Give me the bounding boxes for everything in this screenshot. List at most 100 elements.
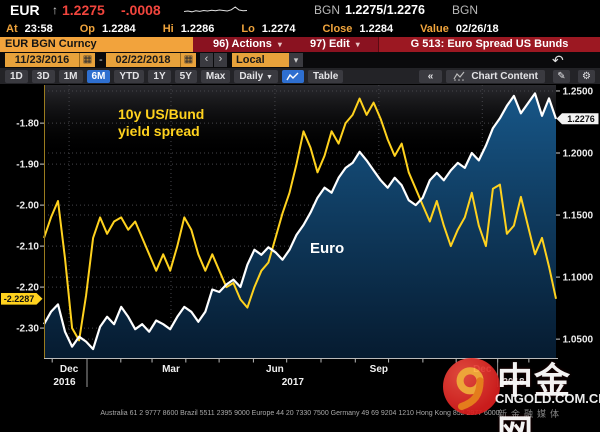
chart-content-button[interactable]: Chart Content [446, 69, 545, 83]
period-tab-1m[interactable]: 1M [58, 69, 83, 83]
price-source-left: BGN [314, 3, 341, 17]
period-tab-max[interactable]: Max [200, 69, 231, 83]
spread-line [43, 97, 557, 342]
right-axis-label: 1.1500 [563, 211, 594, 222]
stat-label: At [6, 23, 18, 35]
spread-last-value: -2.2287 [4, 294, 35, 304]
stat-value: 02/26/18 [455, 23, 499, 35]
period-tab-ytd[interactable]: YTD [114, 69, 145, 83]
collapse-button[interactable]: « [418, 69, 443, 83]
stat-label: Hi [162, 23, 174, 35]
range-bar: 11/23/2016 ▦ - 02/22/2018 ▦ ‹ › Local CC… [0, 52, 600, 80]
actions-menu-button[interactable]: 96) Actions ▾ [213, 38, 282, 50]
euro-last-badge [556, 113, 599, 125]
line-chart-icon [286, 72, 299, 80]
up-arrow-icon: ↑ [52, 3, 58, 17]
security-field[interactable]: EUR BGN Curncy [0, 37, 193, 52]
year-label: 2016 [53, 377, 76, 388]
quote-bar: EUR ↑ 1.2275 -.0008 BGN 1.2275/1.2276 BG… [0, 0, 600, 21]
month-label: Dec [60, 364, 79, 375]
table-button[interactable]: Table [307, 69, 344, 83]
stat-value: 1.2274 [261, 23, 296, 35]
right-axis-label: 1.2000 [563, 149, 594, 160]
menu-bar: EUR BGN Curncy 96) Actions ▾ 97) Edit ▾ G … [0, 37, 600, 52]
right-axis-label: 1.2500 [563, 86, 594, 97]
stat-value: 1.2284 [102, 23, 136, 35]
chart-content-icon [453, 71, 465, 81]
spread-last-badge [1, 293, 43, 305]
stat-label: Value [420, 23, 449, 35]
stat-label: Op [79, 23, 96, 35]
gear-icon: ⚙ [582, 70, 591, 82]
left-axis-label: -2.00 [16, 201, 39, 212]
date-range-separator: - [99, 54, 103, 66]
stat-lo: Lo 1.2274 [241, 23, 295, 35]
actions-caret-icon: ▾ [277, 40, 282, 49]
euro-annotation: Euro [310, 240, 345, 257]
main-chart: -1.80 -1.90 -2.00 -2.10 -2.20 -2.30 1.2500 1.20… [1, 85, 599, 388]
stat-op: Op 1.2284 [80, 23, 136, 35]
year-label: 2018 [502, 377, 525, 388]
frequency-select[interactable]: Daily ▼ [234, 69, 278, 83]
period-tab-1y[interactable]: 1Y [148, 69, 171, 83]
ticker-symbol: EUR [10, 2, 40, 18]
right-axis-label: 1.1000 [563, 273, 594, 284]
left-axis-label: -1.80 [16, 119, 39, 130]
period-tab-5y[interactable]: 5Y [174, 69, 197, 83]
month-label: Sep [370, 364, 388, 375]
chart-toolbar: 1D 3D 1M 6M YTD 1Y 5Y Max Daily ▼ Table « Chart… [0, 68, 600, 84]
chart-type-button[interactable] [281, 69, 304, 83]
chart-function-title: G 513: Euro Spread US Bunds [378, 37, 600, 52]
end-calendar-icon[interactable]: ▦ [180, 53, 196, 67]
currency-select[interactable]: Local CCY [232, 53, 289, 80]
period-tab-3d[interactable]: 3D [31, 69, 55, 83]
left-axis-label: -2.10 [16, 242, 39, 253]
stat-at: At 23:58 [6, 23, 53, 35]
stat-value: 23:58 [24, 23, 53, 35]
terminal-footer: Australia 61 2 9777 8600 Brazil 5511 239… [0, 391, 600, 432]
spread-annotation: 10y US/Bund yield spread [118, 106, 205, 139]
bid-ask: 1.2275/1.2276 [345, 3, 425, 17]
stat-value: 1.2286 [180, 23, 215, 35]
month-label: Dec [473, 364, 492, 375]
currency-caret-icon[interactable]: ▾ [289, 53, 303, 67]
start-calendar-icon[interactable]: ▦ [79, 53, 95, 67]
stat-value: Value 02/26/18 [420, 23, 499, 35]
period-tabs: 1D 3D 1M 6M YTD 1Y 5Y Max [5, 69, 234, 83]
month-label: Mar [162, 364, 180, 375]
period-tab-6m[interactable]: 6M [86, 69, 111, 83]
euro-line [43, 92, 558, 351]
end-date-input[interactable]: 02/22/2018 [106, 53, 180, 67]
footer-line1: Australia 61 2 9777 8600 Brazil 5511 239… [100, 410, 500, 417]
last-price: 1.2275 [62, 2, 105, 18]
stat-hi: Hi 1.2286 [163, 23, 215, 35]
period-tab-1d[interactable]: 1D [5, 69, 28, 83]
undo-icon[interactable]: ↶ [552, 52, 564, 68]
stat-close: Close 1.2284 [322, 23, 393, 35]
pencil-icon: ✎ [557, 70, 566, 82]
stat-value: 1.2284 [359, 23, 394, 35]
range-next-button[interactable]: › [214, 53, 227, 67]
right-axis-label: 1.0500 [563, 335, 594, 346]
annotate-button[interactable]: ✎ [553, 69, 570, 83]
price-source-right: BGN [452, 3, 479, 17]
start-date-input[interactable]: 11/23/2016 [5, 53, 79, 67]
frequency-caret-icon: ▼ [266, 73, 273, 81]
month-label: Jun [266, 364, 284, 375]
left-axis-label: -1.90 [16, 160, 39, 171]
year-label: 2017 [282, 377, 305, 388]
stats-bar: At 23:58 Op 1.2284 Hi 1.2286 Lo 1.2274 Close 1.22… [0, 21, 600, 37]
edit-caret-icon: ▾ [355, 40, 360, 49]
stat-label: Close [322, 23, 353, 35]
price-change: -.0008 [121, 2, 161, 18]
euro-area-fill [44, 93, 556, 359]
edit-menu-button[interactable]: 97) Edit ▾ [310, 38, 360, 50]
left-axis-label: -2.30 [16, 324, 39, 335]
euro-last-value: 1.2276 [567, 114, 595, 124]
intraday-sparkline [184, 6, 248, 13]
range-prev-button[interactable]: ‹ [200, 53, 213, 67]
settings-button[interactable]: ⚙ [578, 69, 595, 83]
toolbar-right-group: « Chart Content ✎ ⚙ [418, 69, 595, 83]
left-axis-label: -2.20 [16, 283, 39, 294]
